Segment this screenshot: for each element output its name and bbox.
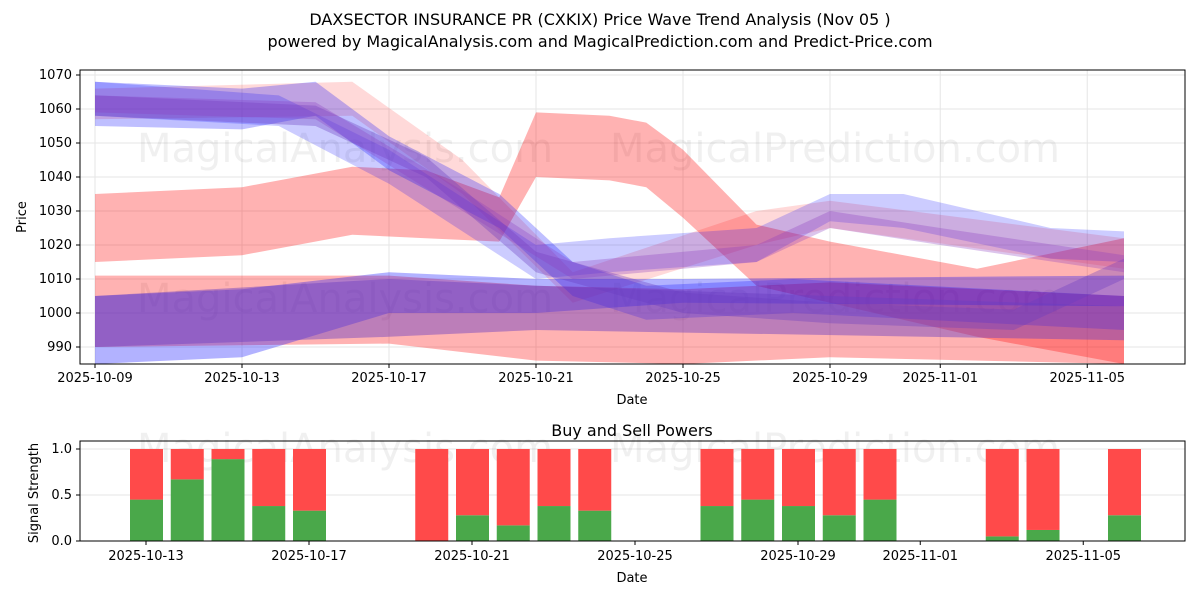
- sell-bar: [741, 449, 775, 500]
- wave-band: [95, 95, 1124, 331]
- y-axis-label: Price: [15, 201, 30, 233]
- y-tick-label: 0.5: [51, 488, 72, 503]
- x-axis-label: Date: [616, 393, 647, 408]
- x-tick-label: 2025-10-17: [271, 549, 347, 564]
- x-tick-label: 2025-10-25: [597, 549, 673, 564]
- x-tick-label: 2025-11-05: [1045, 549, 1121, 564]
- sell-bar: [456, 449, 489, 516]
- buy-bar: [252, 506, 286, 541]
- sell-bar: [211, 449, 245, 460]
- y-tick-label: 0.0: [51, 534, 72, 549]
- x-tick-label: 2025-10-13: [204, 371, 280, 386]
- buy-bar: [700, 506, 734, 541]
- chart-title: DAXSECTOR INSURANCE PR (CXKIX) Price Wav…: [309, 10, 891, 29]
- buy-bar: [211, 459, 245, 541]
- x-tick-label: 2025-10-29: [760, 549, 836, 564]
- sell-bar: [293, 449, 326, 511]
- y-tick-label: 1030: [39, 204, 72, 219]
- watermark: MagicalPrediction.com: [610, 276, 1060, 322]
- wave-band: [95, 81, 1124, 279]
- x-tick-label: 2025-10-21: [498, 371, 574, 386]
- sell-bar: [578, 449, 612, 511]
- wave-band: [95, 81, 1124, 330]
- buy-bar: [741, 499, 775, 541]
- bands-group: [95, 81, 1124, 364]
- x-axis-label: Date: [616, 571, 647, 586]
- x-tick-label: 2025-11-01: [882, 549, 958, 564]
- buy-bar: [170, 479, 204, 541]
- wave-band: [95, 279, 1124, 347]
- sell-bar: [170, 449, 204, 480]
- y-tick-label: 1050: [39, 136, 72, 151]
- sell-bar: [415, 449, 449, 541]
- x-tick-label: 2025-10-09: [57, 371, 133, 386]
- buy-bar: [1026, 529, 1060, 541]
- plot-frame: [79, 440, 1186, 542]
- sell-bar: [782, 449, 815, 507]
- wave-band: [95, 272, 1124, 364]
- sell-bar: [1026, 449, 1060, 530]
- wave-band: [95, 95, 1124, 280]
- y-tick-label: 1020: [39, 238, 72, 253]
- wave-band: [95, 81, 1124, 303]
- y-tick-label: 1000: [39, 306, 72, 321]
- buy-bar: [293, 510, 326, 541]
- buy-bar: [578, 510, 612, 541]
- y-tick-label: 1060: [39, 102, 72, 117]
- buy-bar: [985, 536, 1019, 541]
- buy-bar: [537, 506, 571, 541]
- x-tick-label: 2025-11-01: [902, 371, 978, 386]
- y-tick-label: 1.0: [51, 442, 72, 457]
- sell-bar: [1108, 449, 1141, 516]
- x-tick-label: 2025-10-21: [434, 549, 510, 564]
- sell-bar: [822, 449, 856, 516]
- sell-bar: [985, 449, 1019, 537]
- buy-bar: [496, 525, 530, 541]
- y-tick-label: 1010: [39, 272, 72, 287]
- x-tick-label: 2025-10-17: [351, 371, 427, 386]
- x-tick-label: 2025-10-13: [108, 549, 184, 564]
- x-tick-label: 2025-11-05: [1049, 371, 1125, 386]
- y-tick-label: 1070: [39, 68, 72, 83]
- sell-bar: [863, 449, 897, 500]
- plot-frame: [79, 69, 1186, 365]
- sell-bar: [700, 449, 734, 507]
- buy-bar: [782, 506, 815, 541]
- buy-bar: [130, 499, 163, 541]
- y-tick-label: 1040: [39, 170, 72, 185]
- subchart-title: Buy and Sell Powers: [551, 421, 713, 440]
- y-tick-label: 990: [47, 340, 72, 355]
- watermark: MagicalAnalysis.com: [137, 276, 553, 322]
- buy-bar: [822, 515, 856, 541]
- sell-bar: [537, 449, 571, 507]
- sell-bar: [496, 449, 530, 526]
- buy-bar: [456, 515, 489, 541]
- sell-bar: [130, 449, 163, 500]
- buy-bar: [863, 499, 897, 541]
- wave-band: [95, 112, 1124, 364]
- x-tick-label: 2025-10-29: [792, 371, 868, 386]
- watermark: MagicalPrediction.com: [610, 126, 1060, 172]
- sell-bar: [252, 449, 286, 507]
- chart-subtitle: powered by MagicalAnalysis.com and Magic…: [267, 32, 933, 51]
- wave-band: [95, 275, 1124, 364]
- y-axis-label: Signal Strength: [27, 443, 42, 543]
- x-tick-label: 2025-10-25: [645, 371, 721, 386]
- watermark: MagicalAnalysis.com: [137, 126, 553, 172]
- buy-bar: [1108, 515, 1141, 541]
